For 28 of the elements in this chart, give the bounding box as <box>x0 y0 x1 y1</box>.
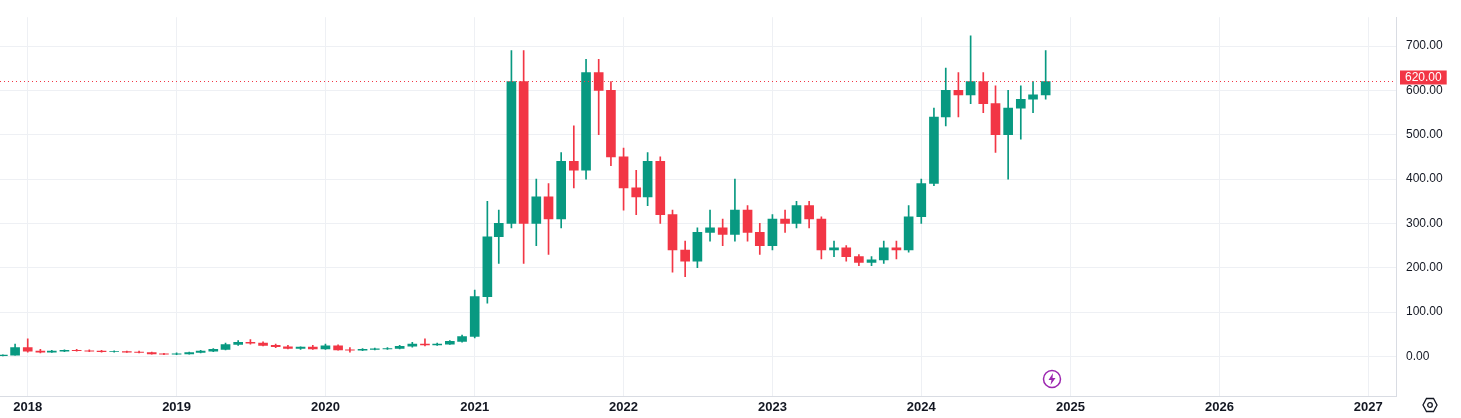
x-tick-label: 2019 <box>162 398 192 414</box>
x-tick-label: 2020 <box>310 398 340 414</box>
ref-line-label: 620.00 <box>1405 69 1443 84</box>
y-tick-label: 100.00 <box>1406 304 1444 319</box>
x-tick-label: 2023 <box>757 398 787 414</box>
y-tick-label: 400.00 <box>1406 171 1444 186</box>
candlestick <box>1028 81 1038 113</box>
x-tick-label: 2027 <box>1353 398 1383 414</box>
candlestick <box>780 209 790 233</box>
y-tick-label: 300.00 <box>1406 215 1444 230</box>
candlestick <box>568 125 579 189</box>
candlestick <box>1015 85 1026 140</box>
x-tick-label: 2026 <box>1204 398 1234 414</box>
x-tick-label: 2021 <box>460 398 490 414</box>
x-tick-label: 2022 <box>609 398 639 414</box>
candlestick <box>345 347 355 353</box>
candlestick <box>829 240 839 258</box>
x-tick-label: 2018 <box>13 398 43 414</box>
candlestick <box>493 209 504 264</box>
y-tick-label: 200.00 <box>1406 260 1444 275</box>
x-tick-label: 2024 <box>906 398 937 414</box>
candlestick <box>631 169 642 215</box>
y-tick-label: 700.00 <box>1406 38 1444 53</box>
y-tick-label: 0.00 <box>1406 348 1430 363</box>
y-tick-label: 600.00 <box>1406 82 1444 97</box>
candlestick <box>705 209 715 242</box>
x-tick-label: 2025 <box>1056 398 1086 414</box>
y-tick-label: 500.00 <box>1406 127 1444 142</box>
